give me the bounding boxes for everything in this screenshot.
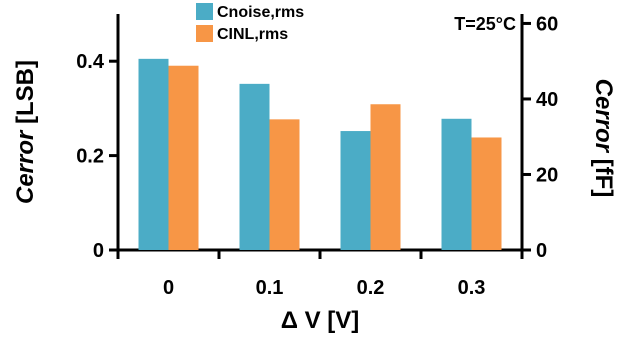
legend-swatch-cinl (196, 25, 213, 42)
legend: Cnoise,rms CINL,rms (196, 3, 304, 43)
left-y-tick-label-2: 0.4 (76, 51, 105, 73)
right-y-axis-title-unit: [fF] (590, 152, 617, 197)
right-y-tick-label-3: 60 (536, 13, 558, 35)
x-tick-label-0: 0 (163, 277, 174, 299)
x-axis-title: Δ V [V] (281, 307, 360, 334)
bar-cinl-3 (471, 137, 502, 250)
left-y-axis-title: Cerror [LSB] (12, 60, 39, 204)
bar-cinl-2 (370, 104, 401, 250)
legend-label-cnoise: Cnoise,rms (217, 4, 304, 21)
left-y-tick-label-0: 0 (93, 240, 104, 262)
right-y-tick-label-1: 20 (536, 164, 558, 186)
x-tick-label-3: 0.3 (458, 277, 486, 299)
right-y-tick-label-0: 0 (536, 240, 547, 262)
x-tick-label-1: 0.1 (256, 277, 284, 299)
bar-cinl-1 (269, 119, 300, 250)
right-y-tick-label-2: 40 (536, 89, 558, 111)
bar-cnoise-2 (340, 131, 371, 250)
bar-cnoise-0 (138, 58, 169, 251)
bar-cnoise-1 (239, 83, 270, 250)
right-y-axis-title-italic: Cerror (590, 79, 617, 154)
legend-label-cinl: CINL,rms (217, 26, 288, 43)
left-y-tick-label-1: 0.2 (76, 146, 104, 168)
tick-group: 0 0.1 0.2 0.3 0 0.2 0.4 0 20 40 60 (76, 13, 558, 299)
temperature-annotation: T=25°C (454, 14, 516, 34)
x-tick-label-2: 0.2 (357, 277, 385, 299)
left-y-axis-title-unit: [LSB] (12, 60, 39, 131)
bar-cnoise-3 (441, 118, 472, 250)
right-y-axis-title: Cerror [fF] (590, 79, 617, 198)
legend-swatch-cnoise (196, 3, 213, 20)
bar-group (138, 58, 502, 251)
bar-cinl-0 (168, 65, 199, 250)
left-y-axis-title-italic: Cerror (12, 129, 39, 204)
